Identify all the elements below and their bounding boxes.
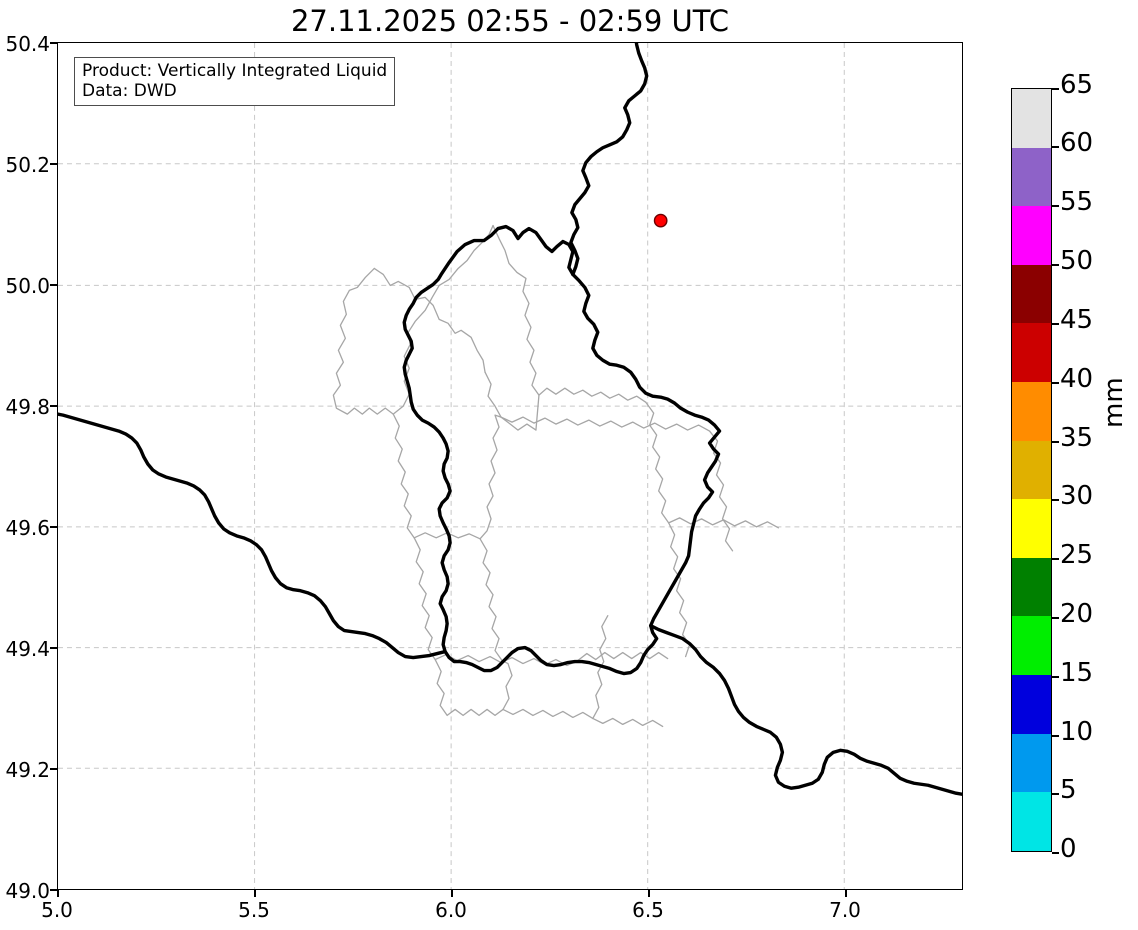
- colorbar-tick-mark: [1052, 88, 1059, 90]
- colorbar-tick-label: 5: [1060, 775, 1077, 805]
- colorbar-segment: [1012, 147, 1051, 207]
- y-tick-label: 49.2: [5, 758, 50, 782]
- colorbar-segment: [1012, 382, 1051, 441]
- x-tick-label: 5.5: [238, 898, 270, 922]
- x-tick-label: 5.0: [41, 898, 73, 922]
- colorbar-segment: [1012, 675, 1051, 734]
- colorbar-tick-label: 25: [1060, 540, 1094, 570]
- colorbar-segment: [1012, 323, 1051, 383]
- y-tick-label: 49.6: [5, 516, 50, 540]
- x-tick-mark: [648, 890, 650, 897]
- colorbar-segment: [1012, 616, 1051, 676]
- product-line: Product: Vertically Integrated Liquid: [82, 61, 388, 81]
- colorbar-tick-label: 50: [1060, 246, 1094, 276]
- y-tick-label: 49.8: [5, 395, 50, 419]
- colorbar-tick-label: 0: [1060, 834, 1077, 864]
- x-tick-mark: [254, 890, 256, 897]
- colorbar-segment: [1012, 792, 1051, 851]
- radar-site-marker: [653, 213, 668, 228]
- colorbar-tick-label: 35: [1060, 423, 1094, 453]
- figure-title: 27.11.2025 02:55 - 02:59 UTC: [290, 4, 730, 38]
- data-source-line: Data: DWD: [82, 81, 177, 102]
- colorbar-tick-mark: [1052, 441, 1059, 443]
- colorbar-tick-mark: [1052, 735, 1059, 737]
- colorbar-segment: [1012, 206, 1051, 265]
- colorbar-segment: [1012, 557, 1051, 617]
- colorbar-tick-label: 30: [1060, 481, 1094, 511]
- colorbar-tick-label: 60: [1060, 128, 1094, 158]
- y-tick-mark: [50, 647, 57, 649]
- colorbar-tick-mark: [1052, 793, 1059, 795]
- colorbar-tick-mark: [1052, 323, 1059, 325]
- colorbar-tick-label: 15: [1060, 658, 1094, 688]
- y-tick-mark: [50, 526, 57, 528]
- colorbar-segment: [1012, 499, 1051, 558]
- colorbar-unit-label: mm: [1099, 377, 1129, 428]
- colorbar[interactable]: [1011, 88, 1052, 852]
- colorbar-tick-label: 40: [1060, 364, 1094, 394]
- y-tick-mark: [50, 768, 57, 770]
- colorbar-tick-mark: [1052, 676, 1059, 678]
- y-tick-mark: [50, 405, 57, 407]
- colorbar-segment: [1012, 89, 1051, 148]
- colorbar-tick-mark: [1052, 499, 1059, 501]
- y-tick-mark: [50, 889, 57, 891]
- colorbar-tick-label: 45: [1060, 305, 1094, 335]
- product-info-box: Product: Vertically Integrated Liquid Da…: [74, 57, 396, 107]
- x-tick-label: 6.5: [632, 898, 664, 922]
- colorbar-segment: [1012, 733, 1051, 793]
- colorbar-tick-label: 20: [1060, 599, 1094, 629]
- colorbar-tick-mark: [1052, 558, 1059, 560]
- colorbar-segment: [1012, 440, 1051, 500]
- y-tick-label: 50.0: [5, 274, 50, 298]
- y-tick-label: 50.2: [5, 153, 50, 177]
- x-tick-mark: [451, 890, 453, 897]
- colorbar-tick-label: 65: [1060, 70, 1094, 100]
- colorbar-segment: [1012, 264, 1051, 324]
- x-tick-mark: [57, 890, 59, 897]
- x-tick-label: 7.0: [829, 898, 861, 922]
- y-tick-label: 49.0: [5, 879, 50, 903]
- colorbar-tick-mark: [1052, 852, 1059, 854]
- colorbar-tick-mark: [1052, 205, 1059, 207]
- y-tick-label: 50.4: [5, 32, 50, 56]
- colorbar-tick-mark: [1052, 264, 1059, 266]
- colorbar-tick-mark: [1052, 617, 1059, 619]
- colorbar-tick-label: 10: [1060, 717, 1094, 747]
- y-tick-mark: [50, 163, 57, 165]
- y-tick-mark: [50, 284, 57, 286]
- colorbar-tick-label: 55: [1060, 187, 1094, 217]
- map-canvas: [58, 43, 962, 889]
- x-tick-label: 6.0: [435, 898, 467, 922]
- colorbar-tick-mark: [1052, 146, 1059, 148]
- y-tick-label: 49.4: [5, 637, 50, 661]
- y-tick-mark: [50, 42, 57, 44]
- x-tick-mark: [845, 890, 847, 897]
- map-plot-area[interactable]: Product: Vertically Integrated Liquid Da…: [57, 42, 963, 890]
- colorbar-tick-mark: [1052, 382, 1059, 384]
